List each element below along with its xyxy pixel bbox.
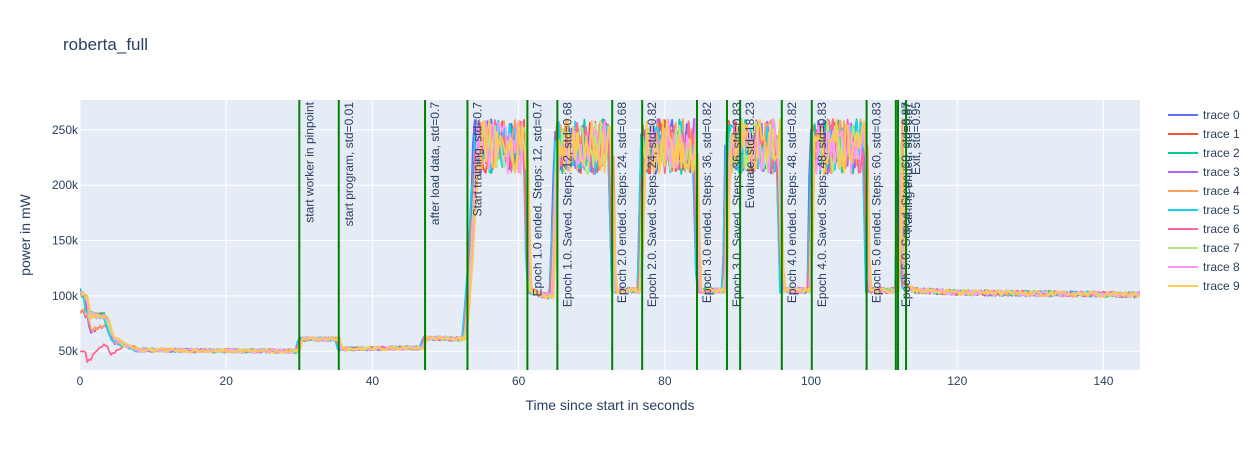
y-tick-labels: 50k 100k 150k 200k 250k [52,123,79,358]
series-lines [80,117,1140,364]
x-tick-label: 140 [1093,374,1113,388]
annotation-label: Evaluate, std=18.23 [743,102,757,209]
x-tick-label: 20 [220,374,234,388]
legend-label: trace 9 [1203,279,1240,293]
y-tick-label: 150k [52,234,79,248]
annotation-label: Epoch 3.0 ended. Steps: 36, std=0.82 [700,102,714,303]
x-tick-label: 40 [366,374,380,388]
y-tick-label: 50k [59,344,79,358]
y-tick-label: 200k [52,178,79,192]
x-tick-label: 60 [512,374,526,388]
annotation-label: Epoch 1.0. Saved. Steps: 12, std=0.68 [560,102,574,307]
legend: trace 0 trace 1 trace 2 trace 3 trace 4 trace… [1168,108,1240,293]
annotation-label: Epoch 1.0 ended. Steps: 12, std=0.7 [530,102,544,297]
annotation-label: Epoch 2.0. Saved. Steps: 24, std=0.82 [645,102,659,307]
x-tick-label: 80 [658,374,672,388]
y-axis-title: power in mW [17,193,33,275]
annotation-label: Start training, std=0.7 [470,102,484,217]
y-tick-label: 250k [52,123,79,137]
annotation-label: start worker in pinpoint [302,101,316,222]
x-tick-label: 120 [947,374,967,388]
annotation-label: Exit, std=0.95 [909,102,923,175]
x-tick-label: 100 [801,374,821,388]
x-tick-labels: 0 20 40 60 80 100 120 140 [77,374,1114,388]
x-axis-title: Time since start in seconds [525,397,694,413]
annotation-label: Epoch 4.0 ended. Steps: 48, std=0.82 [785,102,799,303]
legend-label: trace 8 [1203,260,1240,274]
annotation-label: Epoch 3.0. Saved. Steps: 36, std=0.83 [730,102,744,307]
legend-label: trace 3 [1203,165,1240,179]
event-annotations: start worker in pinpoint start program, s… [298,100,923,370]
legend-label: trace 6 [1203,222,1240,236]
y-tick-label: 100k [52,289,79,303]
annotation-label: Epoch 4.0. Saved. Steps: 48, std=0.83 [815,102,829,307]
legend-label: trace 2 [1203,146,1240,160]
series-line-9 [80,118,1140,354]
x-tick-label: 0 [77,374,84,388]
legend-label: trace 7 [1203,241,1240,255]
legend-label: trace 1 [1203,127,1240,141]
annotation-label: Epoch 5.0 ended. Steps: 60, std=0.83 [870,102,884,303]
annotation-label: start program, std=0.01 [342,102,356,227]
annotation-label: Epoch 2.0 ended. Steps: 24, std=0.68 [615,102,629,303]
chart-title: roberta_full [63,35,148,54]
annotation-label: after load data, std=0.7 [428,102,442,225]
legend-label: trace 5 [1203,203,1240,217]
annotation-label: Training ended. std=0.87 [901,102,915,235]
legend-label: trace 4 [1203,184,1240,198]
legend-label: trace 0 [1203,108,1240,122]
